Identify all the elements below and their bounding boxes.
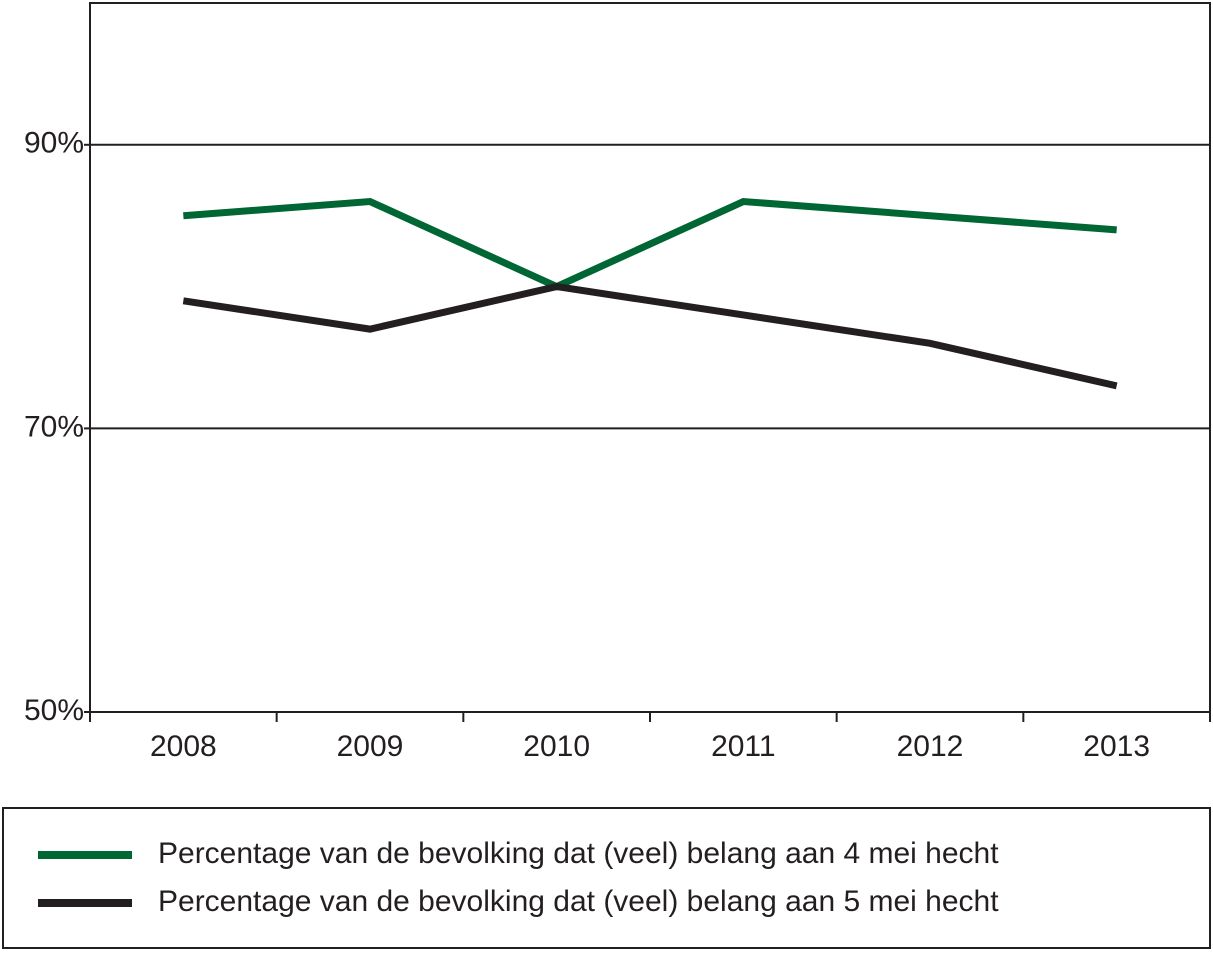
x-tick-label: 2009 [337, 730, 404, 763]
legend-box [2, 807, 1211, 949]
x-tick-label: 2010 [523, 730, 590, 763]
legend-label: Percentage van de bevolking dat (veel) b… [158, 885, 999, 918]
y-tick-label: 50% [24, 694, 84, 727]
y-tick-label: 90% [24, 127, 84, 160]
y-tick-label: 70% [24, 410, 84, 443]
x-tick-label: 2011 [711, 730, 776, 763]
x-tick-label: 2013 [1083, 730, 1150, 763]
series-line [182, 283, 1118, 390]
legend-label: Percentage van de bevolking dat (veel) b… [158, 837, 999, 870]
series-line [183, 197, 1117, 291]
x-tick-label: 2008 [150, 730, 217, 763]
plot-frame [89, 2, 1211, 713]
x-tick-label: 2012 [897, 730, 964, 763]
